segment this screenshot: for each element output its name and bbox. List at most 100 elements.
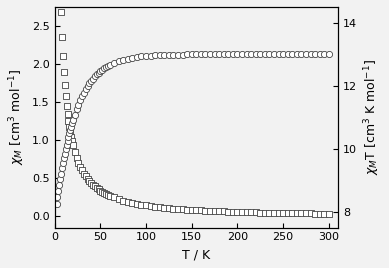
- Point: [65, 111, 71, 116]
- Point: [207, 52, 213, 57]
- Point: [271, 52, 277, 56]
- Point: [262, 211, 268, 215]
- Point: [134, 55, 140, 59]
- Point: [129, 55, 135, 60]
- Point: [298, 211, 305, 215]
- Point: [81, 90, 87, 95]
- Point: [317, 52, 323, 56]
- Point: [58, 171, 64, 176]
- Point: [53, 202, 60, 206]
- Point: [63, 103, 70, 108]
- Point: [120, 198, 126, 203]
- Point: [75, 102, 82, 107]
- Point: [101, 66, 107, 70]
- Point: [95, 187, 102, 191]
- Point: [252, 210, 259, 215]
- Point: [244, 210, 250, 214]
- Point: [94, 186, 100, 190]
- Point: [212, 209, 218, 213]
- Point: [143, 54, 149, 58]
- Point: [88, 181, 95, 185]
- Point: [198, 208, 204, 213]
- Point: [266, 211, 273, 215]
- Point: [138, 202, 145, 207]
- Point: [82, 87, 89, 91]
- Point: [61, 151, 68, 156]
- Point: [326, 211, 332, 216]
- Point: [55, 189, 61, 193]
- Point: [107, 63, 113, 67]
- Point: [184, 52, 190, 57]
- Point: [61, 156, 67, 161]
- Point: [65, 118, 72, 123]
- Point: [116, 59, 122, 63]
- Point: [294, 52, 300, 56]
- Point: [111, 195, 117, 200]
- Point: [95, 70, 102, 75]
- Point: [189, 52, 195, 57]
- Point: [234, 52, 240, 56]
- Point: [307, 211, 314, 216]
- Point: [303, 52, 309, 56]
- Point: [307, 52, 314, 56]
- Point: [74, 107, 80, 111]
- Point: [134, 202, 140, 206]
- Point: [81, 172, 87, 176]
- Point: [143, 203, 149, 207]
- Point: [303, 211, 309, 215]
- Point: [65, 135, 72, 139]
- Point: [138, 54, 145, 59]
- Point: [60, 54, 66, 58]
- Y-axis label: $\chi_{M}$T [cm$^{3}$ K mol$^{-1}$]: $\chi_{M}$T [cm$^{3}$ K mol$^{-1}$]: [363, 59, 382, 175]
- Point: [266, 52, 273, 56]
- Point: [289, 52, 295, 56]
- Point: [86, 81, 93, 85]
- Point: [61, 70, 67, 74]
- Point: [239, 210, 245, 214]
- Point: [79, 94, 85, 98]
- Point: [111, 61, 117, 65]
- Point: [147, 204, 154, 208]
- Point: [312, 211, 318, 216]
- Point: [90, 76, 96, 81]
- Point: [147, 54, 154, 58]
- Point: [275, 52, 282, 56]
- Point: [184, 207, 190, 212]
- Point: [257, 210, 263, 215]
- Point: [94, 72, 100, 77]
- Point: [72, 112, 78, 117]
- Point: [63, 94, 69, 98]
- Point: [193, 52, 200, 57]
- Point: [280, 211, 286, 215]
- Point: [63, 143, 70, 147]
- Point: [157, 205, 163, 209]
- Point: [105, 193, 111, 197]
- Point: [125, 200, 131, 204]
- Point: [285, 211, 291, 215]
- Point: [54, 195, 61, 199]
- Point: [234, 210, 240, 214]
- Point: [207, 209, 213, 213]
- Point: [262, 52, 268, 56]
- X-axis label: T / K: T / K: [182, 248, 210, 261]
- Point: [216, 209, 222, 213]
- Point: [166, 206, 172, 210]
- Point: [294, 211, 300, 215]
- Point: [90, 183, 96, 187]
- Point: [280, 52, 286, 56]
- Point: [202, 52, 209, 57]
- Point: [179, 52, 186, 57]
- Point: [92, 74, 98, 79]
- Point: [68, 124, 74, 129]
- Point: [230, 52, 236, 56]
- Point: [72, 150, 78, 154]
- Point: [271, 211, 277, 215]
- Point: [101, 191, 107, 195]
- Point: [298, 52, 305, 56]
- Point: [248, 52, 254, 56]
- Point: [170, 206, 177, 211]
- Point: [70, 143, 76, 147]
- Point: [212, 52, 218, 57]
- Point: [275, 211, 282, 215]
- Point: [86, 179, 93, 183]
